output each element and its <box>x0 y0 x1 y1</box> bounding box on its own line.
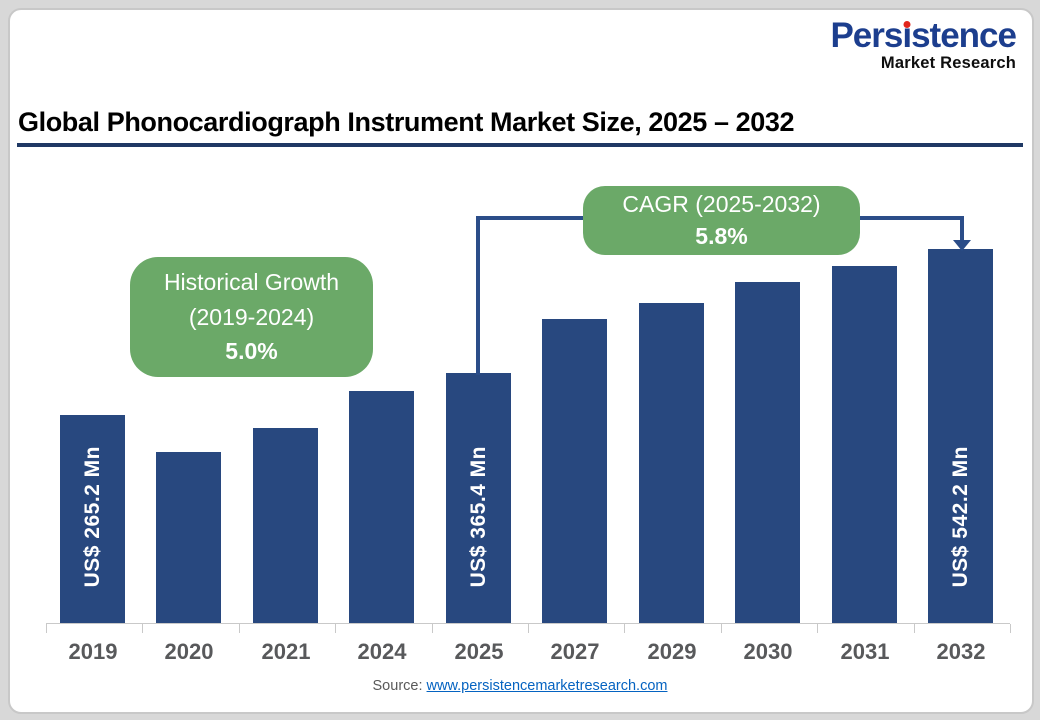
x-axis-tick <box>46 624 47 633</box>
logo-text-pre: Pers <box>830 16 903 55</box>
cagr-bracket-left-vertical <box>476 216 480 375</box>
x-tick-label-2032: 2032 <box>936 639 986 664</box>
x-tick-label-2021: 2021 <box>261 639 311 664</box>
bar-2021 <box>253 428 318 623</box>
x-axis-tick <box>1010 624 1011 633</box>
x-axis-tick <box>432 624 433 633</box>
bar-2027 <box>542 319 607 623</box>
x-axis-tick <box>914 624 915 633</box>
page-title: Global Phonocardiograph Instrument Marke… <box>18 107 795 137</box>
x-tick-label-2027: 2027 <box>550 639 600 664</box>
bar-2029 <box>639 303 704 623</box>
x-tick-label-2024: 2024 <box>357 639 407 664</box>
x-axis-tick <box>239 624 240 633</box>
cagr-callout: CAGR (2025-2032) 5.8% <box>583 186 860 255</box>
logo-red-dot-i: ı <box>902 16 912 55</box>
cagr-value: 5.8% <box>695 222 748 249</box>
source-prefix: Source: <box>372 678 423 694</box>
title-underline <box>17 143 1023 147</box>
bar-value-label-2032: US$ 542.2 Mn <box>948 445 972 587</box>
bar-value-label-2019: US$ 265.2 Mn <box>80 445 104 587</box>
brand-logo-wordmark: Persıstence <box>830 16 1017 55</box>
source-link[interactable]: www.persistencemarketresearch.com <box>426 678 668 694</box>
bar-2024 <box>349 391 414 623</box>
bar-2025: US$ 365.4 Mn <box>446 373 511 623</box>
x-axis-line <box>46 623 1010 624</box>
x-tick-label-2029: 2029 <box>647 639 697 664</box>
arrow-down-icon <box>953 240 971 251</box>
bar-2030 <box>735 282 800 623</box>
bar-2020 <box>156 452 221 623</box>
x-axis-tick <box>624 624 625 633</box>
cagr-line1: CAGR (2025-2032) <box>622 191 821 218</box>
historical-growth-callout: Historical Growth (2019-2024) 5.0% <box>130 257 373 377</box>
brand-logo: Persıstence Market Research <box>830 16 1017 72</box>
cagr-bracket-right-vertical <box>960 216 964 240</box>
brand-logo-tagline: Market Research <box>880 54 1016 72</box>
x-axis-tick <box>142 624 143 633</box>
x-axis-tick <box>721 624 722 633</box>
bar-value-label-2025: US$ 365.4 Mn <box>466 445 490 587</box>
x-axis-tick <box>528 624 529 633</box>
x-tick-label-2020: 2020 <box>164 639 214 664</box>
x-axis-tick <box>817 624 818 633</box>
source-line: Source: www.persistencemarketresearch.co… <box>0 678 1040 694</box>
x-axis-tick <box>335 624 336 633</box>
historical-growth-line2: (2019-2024) <box>188 303 315 330</box>
x-tick-label-2031: 2031 <box>840 639 890 664</box>
cagr-bracket-right-horizontal <box>840 216 964 220</box>
x-tick-label-2025: 2025 <box>454 639 504 664</box>
cagr-bracket-left-horizontal <box>476 216 606 220</box>
logo-text-post: stence <box>911 16 1017 55</box>
bar-2031 <box>832 266 897 623</box>
bar-2032: US$ 542.2 Mn <box>928 249 993 623</box>
bar-2019: US$ 265.2 Mn <box>60 415 125 623</box>
x-tick-label-2019: 2019 <box>68 639 118 664</box>
historical-growth-line1: Historical Growth <box>163 269 340 296</box>
x-tick-label-2030: 2030 <box>743 639 793 664</box>
historical-growth-value: 5.0% <box>225 338 278 365</box>
